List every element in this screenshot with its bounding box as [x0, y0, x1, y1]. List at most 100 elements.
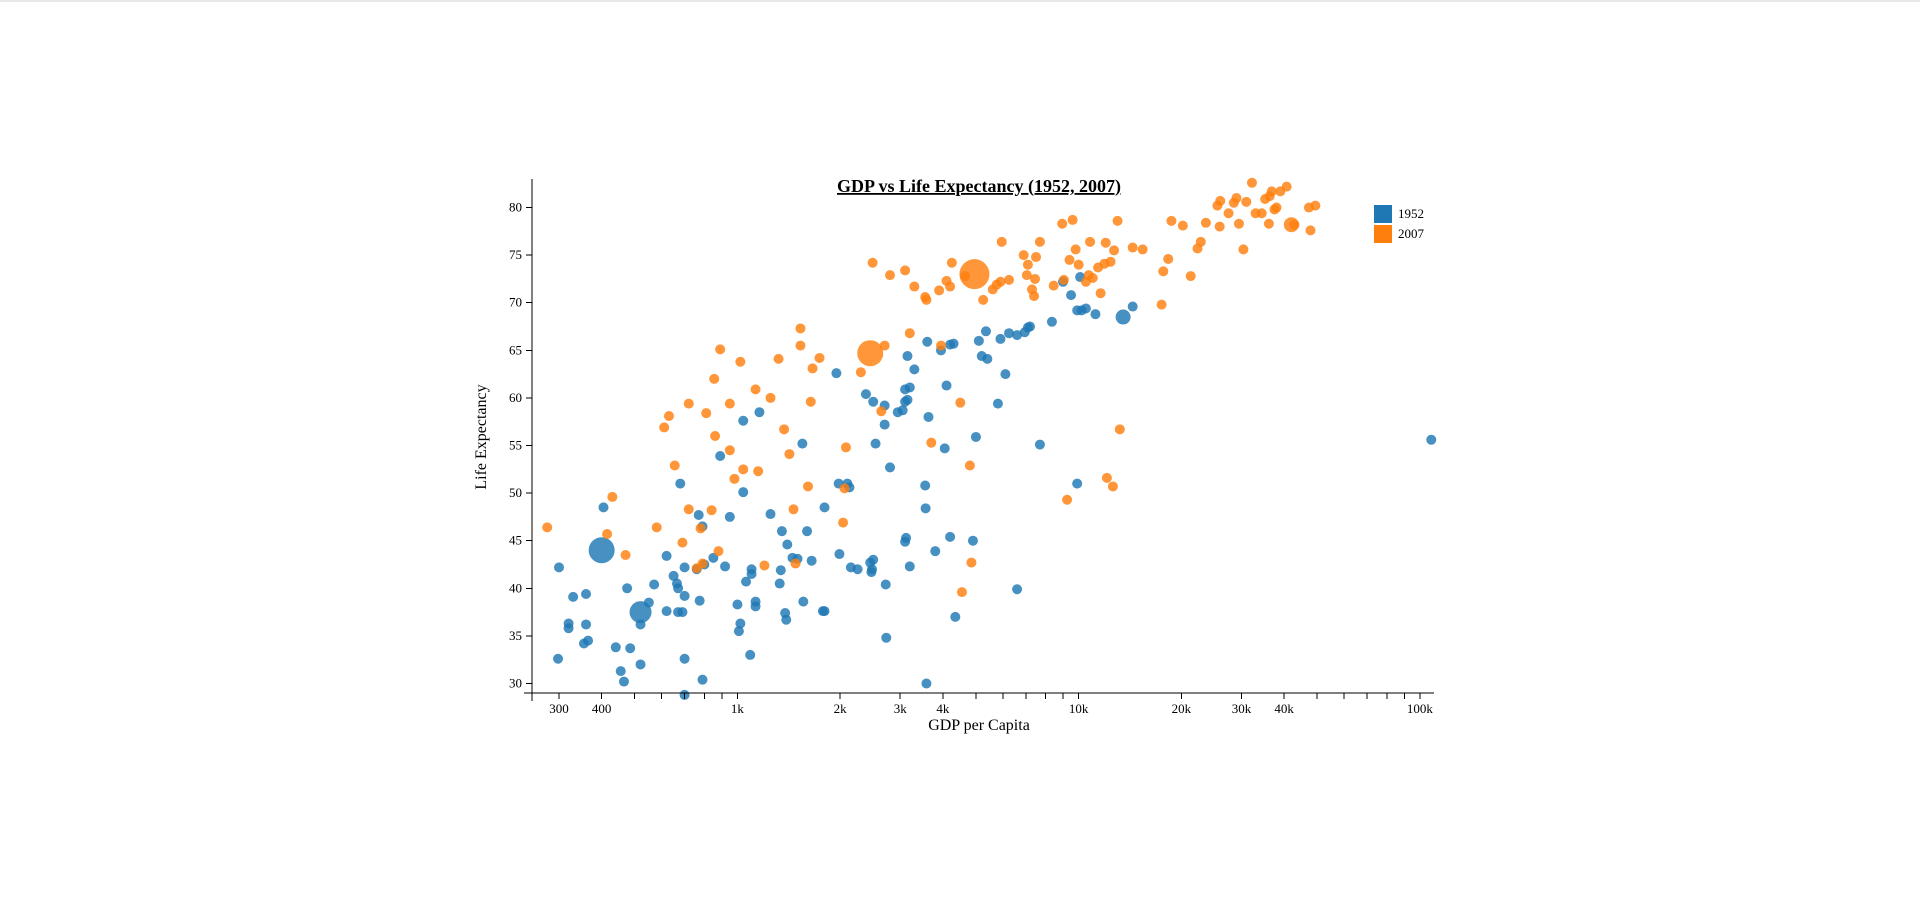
point-1952	[902, 394, 913, 405]
point-2007	[1067, 214, 1078, 225]
point-1952	[738, 487, 749, 498]
y-axis-ticks: 30 35 40 45 50 55 60 65 70 75 80	[509, 200, 532, 690]
point-1952	[885, 462, 896, 473]
point-1952	[588, 537, 615, 564]
point-1952	[868, 554, 879, 565]
point-2007	[729, 473, 740, 484]
point-1952	[922, 336, 933, 347]
x-tick-label: 40k	[1274, 701, 1294, 716]
point-2007	[1158, 266, 1169, 277]
point-1952	[945, 531, 956, 542]
point-1952	[920, 503, 931, 514]
x-tick-label: 400	[592, 701, 612, 716]
point-1952	[643, 597, 654, 608]
point-1952	[745, 649, 756, 660]
point-2007	[1137, 244, 1148, 255]
point-1952	[881, 632, 892, 643]
point-2007	[701, 408, 712, 419]
point-1952	[649, 579, 660, 590]
point-1952	[1024, 321, 1035, 332]
point-2007	[946, 257, 957, 268]
axes-layer: 300 400 1k 2k 3k 4k 10k 20k 30k 40k 100k 30 35 40 45 5…	[509, 179, 1434, 716]
point-2007	[1177, 220, 1188, 231]
series-1952	[553, 272, 1437, 700]
point-2007	[1233, 218, 1244, 229]
point-2007	[1195, 236, 1206, 247]
point-2007	[1030, 273, 1041, 284]
legend: 1952 2007	[1374, 205, 1425, 243]
point-2007	[1114, 424, 1125, 435]
point-1952	[679, 590, 690, 601]
point-1952	[852, 564, 863, 575]
point-2007	[805, 396, 816, 407]
point-2007	[996, 236, 1007, 247]
point-2007	[1231, 193, 1242, 204]
point-1952	[635, 659, 646, 670]
point-1952	[697, 674, 708, 685]
point-2007	[995, 276, 1006, 287]
point-2007	[803, 481, 814, 492]
point-2007	[1305, 225, 1316, 236]
point-2007	[790, 558, 801, 569]
point-2007	[1166, 215, 1177, 226]
point-2007	[926, 437, 937, 448]
point-1952	[1127, 301, 1138, 312]
point-1952	[879, 419, 890, 430]
y-tick-label: 50	[509, 485, 522, 500]
y-tick-label: 70	[509, 295, 522, 310]
point-2007	[663, 411, 674, 422]
point-2007	[1241, 196, 1252, 207]
point-2007	[879, 340, 890, 351]
point-2007	[1238, 244, 1249, 255]
point-2007	[1021, 270, 1032, 281]
point-1952	[581, 619, 592, 630]
point-1952	[973, 335, 984, 346]
point-1952	[1004, 328, 1015, 339]
point-1952	[923, 411, 934, 422]
point-2007	[909, 281, 920, 292]
point-2007	[921, 294, 932, 305]
point-2007	[710, 431, 721, 441]
point-1952	[880, 579, 891, 590]
point-1952	[746, 569, 757, 580]
point-2007	[620, 549, 631, 560]
point-1952	[738, 415, 749, 426]
point-2007	[885, 270, 896, 281]
point-2007	[839, 483, 850, 494]
point-1952	[622, 583, 633, 594]
y-tick-label: 65	[509, 342, 522, 357]
point-2007	[795, 323, 806, 334]
y-tick-label: 75	[509, 247, 522, 262]
point-1952	[715, 450, 726, 461]
point-2007	[1048, 280, 1059, 291]
point-1952	[732, 599, 743, 610]
point-1952	[598, 502, 609, 513]
point-2007	[1095, 288, 1106, 299]
point-1952	[618, 676, 629, 687]
y-tick-label: 40	[509, 580, 522, 595]
point-2007	[867, 257, 878, 268]
point-1952	[668, 570, 679, 581]
point-2007	[1107, 481, 1118, 492]
point-1952	[870, 438, 881, 449]
y-tick-label: 60	[509, 390, 522, 405]
point-2007	[960, 271, 971, 282]
point-2007	[1271, 202, 1282, 213]
x-tick-label: 20k	[1172, 701, 1192, 716]
point-2007	[651, 522, 662, 533]
point-1952	[897, 405, 908, 416]
point-2007	[773, 353, 784, 364]
point-2007	[838, 517, 849, 528]
point-2007	[876, 406, 887, 417]
point-1952	[967, 535, 978, 546]
point-2007	[934, 285, 945, 296]
y-tick-label: 30	[509, 675, 522, 690]
point-1952	[1012, 584, 1023, 595]
point-2007	[1029, 291, 1040, 302]
legend-swatch-2007	[1374, 225, 1392, 243]
y-tick-label: 80	[509, 200, 522, 215]
point-2007	[1256, 208, 1267, 219]
point-2007	[814, 352, 825, 363]
point-1952	[1090, 309, 1101, 320]
point-1952	[868, 396, 879, 407]
